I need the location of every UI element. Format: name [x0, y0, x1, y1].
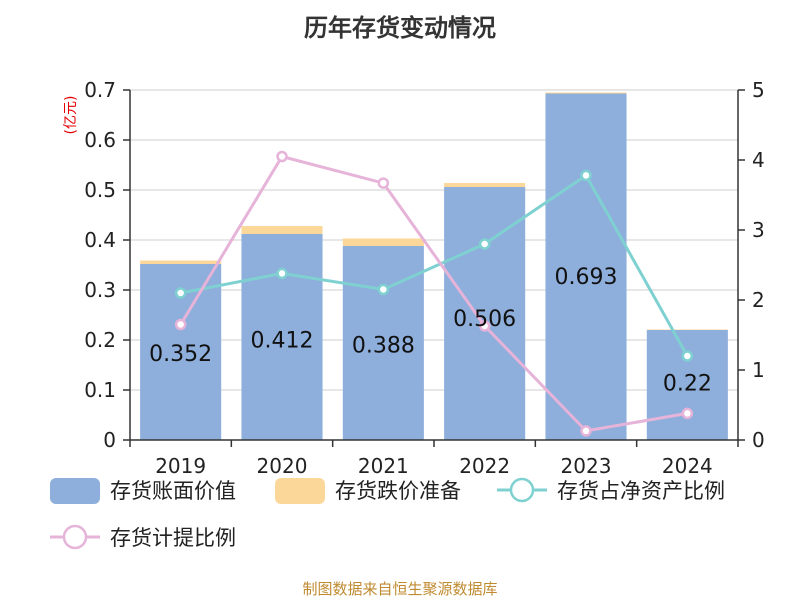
y-right-tick-label: 5	[752, 78, 765, 102]
bar-value-label: 0.22	[663, 372, 712, 397]
x-tick-label: 2024	[662, 454, 713, 478]
line-net-asset-ratio-point	[377, 283, 390, 296]
bar-value-label: 0.412	[251, 328, 314, 353]
bar-impairment	[646, 329, 728, 330]
bar-layer	[140, 92, 728, 440]
y-right-tick-label: 4	[752, 148, 765, 172]
line-net-asset-ratio	[180, 173, 689, 357]
bar-value-label: 0.352	[149, 342, 212, 367]
line-net-asset-ratio-point	[478, 238, 491, 250]
legend-provision-ratio-marker	[62, 524, 88, 550]
line-provision-ratio	[179, 154, 688, 433]
line-layer	[174, 150, 694, 437]
legend-net-asset-ratio-label: 存货占净资产比例	[557, 479, 725, 503]
y-left-tick-label: 0.5	[84, 178, 116, 202]
bar-impairment	[444, 183, 526, 187]
bar-book-value	[444, 187, 526, 440]
legend-impairment-label: 存货跌价准备	[335, 479, 461, 503]
y-right-tick-label: 1	[752, 358, 765, 382]
line-provision-ratio-point	[681, 407, 694, 420]
bar-book-value	[545, 93, 627, 440]
y-right-tick-label: 2	[752, 288, 765, 312]
bar-value-label: 0.506	[453, 307, 516, 332]
x-tick-label: 2021	[358, 454, 409, 478]
bar-value-label: 0.693	[555, 265, 618, 290]
y-left-tick-label: 0.4	[84, 228, 116, 252]
y-left-tick-label: 0.3	[84, 278, 116, 302]
line-net-asset-ratio-point	[580, 169, 592, 182]
bar-impairment	[342, 238, 424, 246]
bar-value-label: 0.388	[352, 334, 415, 359]
y-left-tick-label: 0.1	[84, 378, 116, 402]
legend-book-value-swatch	[50, 478, 100, 504]
y-right-tick-label: 3	[752, 218, 765, 242]
x-tick-label: 2022	[459, 454, 510, 478]
x-tick-label: 2020	[257, 454, 308, 478]
legend-provision-ratio-label: 存货计提比例	[110, 526, 236, 550]
line-provision-ratio-point	[580, 425, 592, 437]
x-tick-label: 2019	[155, 454, 206, 478]
line-provision-ratio-point	[174, 318, 187, 331]
line-provision-ratio-point	[377, 177, 390, 189]
y-right-tick-label: 0	[752, 428, 765, 452]
source-note: 制图数据来自恒生聚源数据库	[302, 580, 498, 598]
axis-layer: 0 0.1 0.2 0.3 0.4 0.5 0.6 0.7 0 1 2 3 4 5 (亿元) 2019 2020…	[63, 78, 765, 478]
legend-net-asset-ratio-marker	[509, 477, 535, 503]
line-provision-ratio-point	[276, 150, 288, 163]
bar-impairment	[140, 260, 222, 264]
line-net-asset-ratio-point	[174, 287, 187, 299]
bar-impairment	[241, 226, 323, 234]
line-net-asset-ratio-point	[681, 350, 694, 362]
x-tick-label: 2023	[561, 454, 612, 478]
label-layer: 0.352 0.412 0.388 0.506 0.693 0.22	[149, 265, 712, 396]
y-left-unit-label: (亿元)	[63, 96, 79, 135]
legend-book-value-label: 存货账面价值	[110, 479, 236, 503]
bar-book-value	[646, 330, 728, 440]
y-left-tick-label: 0.2	[84, 328, 116, 352]
line-net-asset-ratio-point	[276, 267, 288, 280]
chart-title: 历年存货变动情况	[304, 14, 496, 42]
bar-impairment	[545, 92, 627, 94]
y-left-tick-label: 0.7	[84, 78, 116, 102]
legend-impairment-swatch	[275, 478, 325, 504]
y-left-tick-label: 0	[103, 428, 116, 452]
line-provision-ratio-point	[478, 320, 491, 332]
y-left-tick-label: 0.6	[84, 128, 116, 152]
